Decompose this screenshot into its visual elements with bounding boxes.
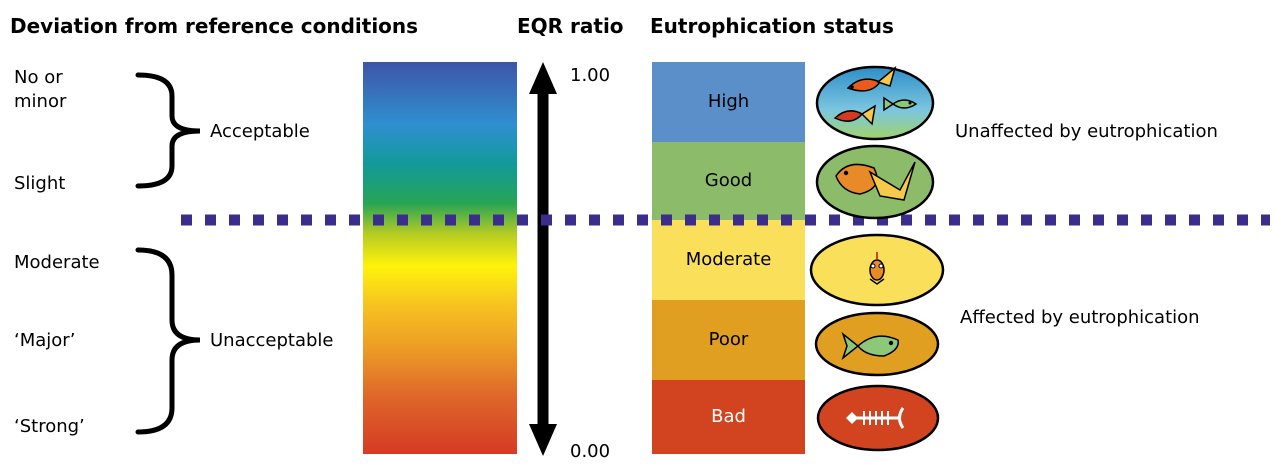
affected-note: Affected by eutrophication	[960, 307, 1200, 328]
fish-skeleton-icon	[816, 384, 940, 452]
eqr-arrow	[529, 62, 557, 456]
fish-moderate-icon	[809, 233, 945, 307]
eutrophication-header: Eutrophication status	[650, 14, 894, 38]
unacceptable-brace	[135, 247, 201, 435]
eqr-top-value: 1.00	[570, 65, 611, 86]
eqr-bottom-value: 0.00	[570, 441, 611, 462]
level-slight: Slight	[14, 173, 66, 194]
status-band-bad: Bad	[652, 380, 805, 454]
fish-good-icon	[815, 144, 935, 220]
unaffected-note: Unaffected by eutrophication	[955, 121, 1218, 142]
status-band-good: Good	[652, 142, 805, 220]
deviation-header: Deviation from reference conditions	[10, 14, 419, 38]
status-band-moderate: Moderate	[652, 220, 805, 300]
status-band-high: High	[652, 62, 805, 142]
unacceptable-label: Unacceptable	[210, 330, 334, 351]
acceptable-label: Acceptable	[210, 121, 310, 142]
acceptable-brace	[135, 72, 201, 189]
level-strong: ‘Strong’	[14, 416, 85, 437]
level-no-or-minor: No or minor	[14, 67, 67, 112]
fish-high-icon	[815, 65, 935, 141]
eqr-header: EQR ratio	[517, 14, 624, 38]
status-band-poor: Poor	[652, 300, 805, 380]
deviation-gradient-bar	[363, 62, 517, 454]
fish-poor-icon	[814, 311, 940, 377]
level-moderate: Moderate	[14, 252, 100, 273]
level-major: ‘Major’	[14, 330, 76, 351]
